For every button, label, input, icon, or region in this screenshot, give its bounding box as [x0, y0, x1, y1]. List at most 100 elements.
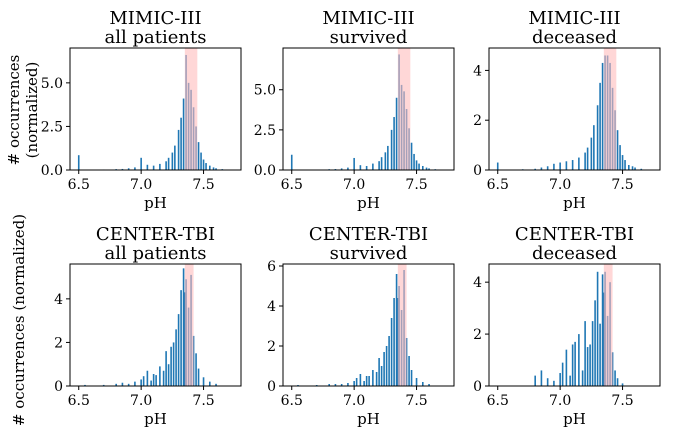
x-tick-label: 7.5 [405, 393, 427, 409]
histogram-bar [359, 374, 362, 386]
histogram-bar [393, 117, 395, 170]
panel-subtitle: survived [330, 27, 408, 48]
histogram-bar [378, 358, 380, 386]
panel-subtitle: deceased [532, 27, 617, 48]
histogram-bar [599, 82, 601, 170]
x-tick-label: 7.5 [192, 177, 214, 193]
y-tick-label: 5.0 [254, 83, 276, 99]
histogram-bar [353, 157, 355, 170]
histogram-bar [152, 165, 155, 170]
histogram-bar [393, 298, 395, 386]
histogram-bar [368, 376, 370, 386]
histogram-bar [202, 377, 205, 386]
histogram-bar [142, 376, 145, 386]
x-tick-label: 7.0 [343, 177, 365, 193]
histogram-bar [175, 329, 177, 386]
histogram-bar [571, 344, 574, 386]
histogram-bar [619, 145, 621, 170]
histogram-bar [534, 375, 536, 386]
histogram-bar [378, 161, 380, 170]
histogram-bar [616, 378, 619, 386]
histogram-bar [383, 352, 385, 386]
histogram-bar [215, 383, 217, 386]
histogram-bar [180, 117, 182, 170]
histogram-bar [205, 163, 207, 170]
histogram-bar [84, 384, 86, 386]
normal-range-band [397, 264, 407, 386]
y-tick-label: 0 [473, 163, 482, 179]
histogram-bar [428, 384, 430, 386]
y-tick-label: 2 [54, 335, 63, 351]
x-tick-label: 7.5 [405, 177, 427, 193]
x-tick-label: 7.0 [343, 393, 365, 409]
panel-title: CENTER-TBI [96, 224, 215, 245]
histogram-bar [380, 157, 383, 170]
histogram-bar [593, 125, 595, 170]
x-tick-label: 6.5 [281, 177, 303, 193]
histogram-bar [596, 105, 599, 170]
y-tick-label: 4 [54, 292, 63, 308]
histogram-bar [359, 165, 362, 170]
row1-ylabel-line2: (normalized) [23, 62, 41, 159]
histogram-bar [410, 370, 413, 386]
histogram-bar [586, 347, 589, 386]
x-axis-label: pH [563, 410, 586, 428]
histogram-bar [614, 370, 616, 386]
axes-frame [282, 263, 455, 387]
histogram-bar [380, 366, 383, 386]
histogram-bar [215, 168, 217, 170]
y-tick-label: 2 [473, 113, 482, 129]
histogram-bar [540, 167, 543, 170]
x-tick-label: 7.5 [192, 393, 214, 409]
histogram-bar [410, 142, 413, 170]
y-tick-label: 4 [267, 299, 276, 315]
histogram-bar [172, 342, 175, 386]
histogram-bar [591, 321, 594, 386]
x-tick-label: 7.5 [611, 177, 633, 193]
histogram-bar [496, 162, 499, 170]
x-axis-label: pH [144, 194, 167, 212]
histogram-bar [405, 338, 408, 386]
histogram-bar [140, 157, 142, 170]
histogram-bar [586, 147, 589, 170]
histogram-bar [596, 271, 599, 386]
histogram-bar [159, 163, 161, 170]
axes-frame [488, 47, 661, 171]
y-tick-label: 0 [473, 379, 482, 395]
histogram-bar [571, 160, 574, 170]
x-tick-label: 7.0 [130, 393, 152, 409]
x-tick-label: 6.5 [281, 393, 303, 409]
histogram-bar [200, 152, 202, 170]
panel-title: MIMIC-III [109, 8, 201, 29]
panel-title: MIMIC-III [322, 8, 414, 29]
x-tick-label: 6.5 [487, 393, 509, 409]
histogram-bar [209, 381, 211, 386]
histogram-bar [422, 382, 424, 386]
histogram-bar [121, 382, 124, 386]
histogram-bar [634, 167, 636, 170]
histogram-bar [165, 351, 167, 386]
histogram-bar [347, 383, 349, 386]
histogram-bar [127, 383, 130, 386]
histogram-bar [628, 165, 630, 170]
histogram-bar [195, 353, 197, 386]
histogram-bar [363, 381, 365, 386]
y-tick-label: 0 [267, 379, 276, 395]
histogram-bar [388, 336, 390, 386]
histogram-bar [540, 370, 543, 386]
histogram-bar [574, 341, 576, 386]
histogram-bar [590, 137, 593, 170]
histogram-bar [353, 381, 355, 386]
x-axis-label: pH [357, 194, 380, 212]
histogram-bar [365, 376, 368, 386]
histogram-bar [559, 162, 561, 170]
panel-subtitle: survived [330, 243, 408, 264]
histogram-bar [197, 142, 200, 170]
axes-frame [69, 47, 242, 171]
normal-range-band [184, 264, 194, 386]
histogram-bar [565, 349, 568, 386]
